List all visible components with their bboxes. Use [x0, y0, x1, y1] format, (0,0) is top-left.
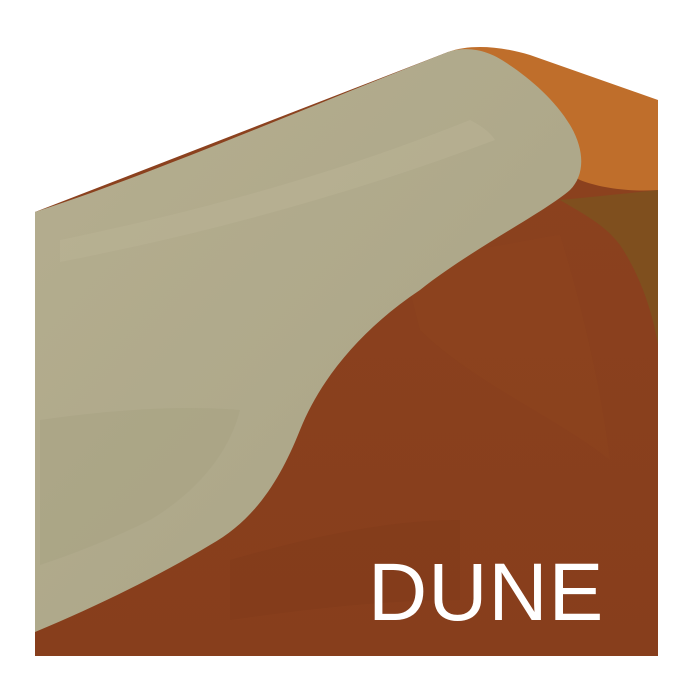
pale-streak-1 — [60, 120, 495, 262]
rust-streak — [400, 235, 610, 460]
pale-streak-2 — [40, 408, 240, 565]
right-shadow — [560, 190, 658, 345]
poster-title: DUNE — [368, 547, 605, 638]
rust-streak-lower — [230, 520, 460, 620]
